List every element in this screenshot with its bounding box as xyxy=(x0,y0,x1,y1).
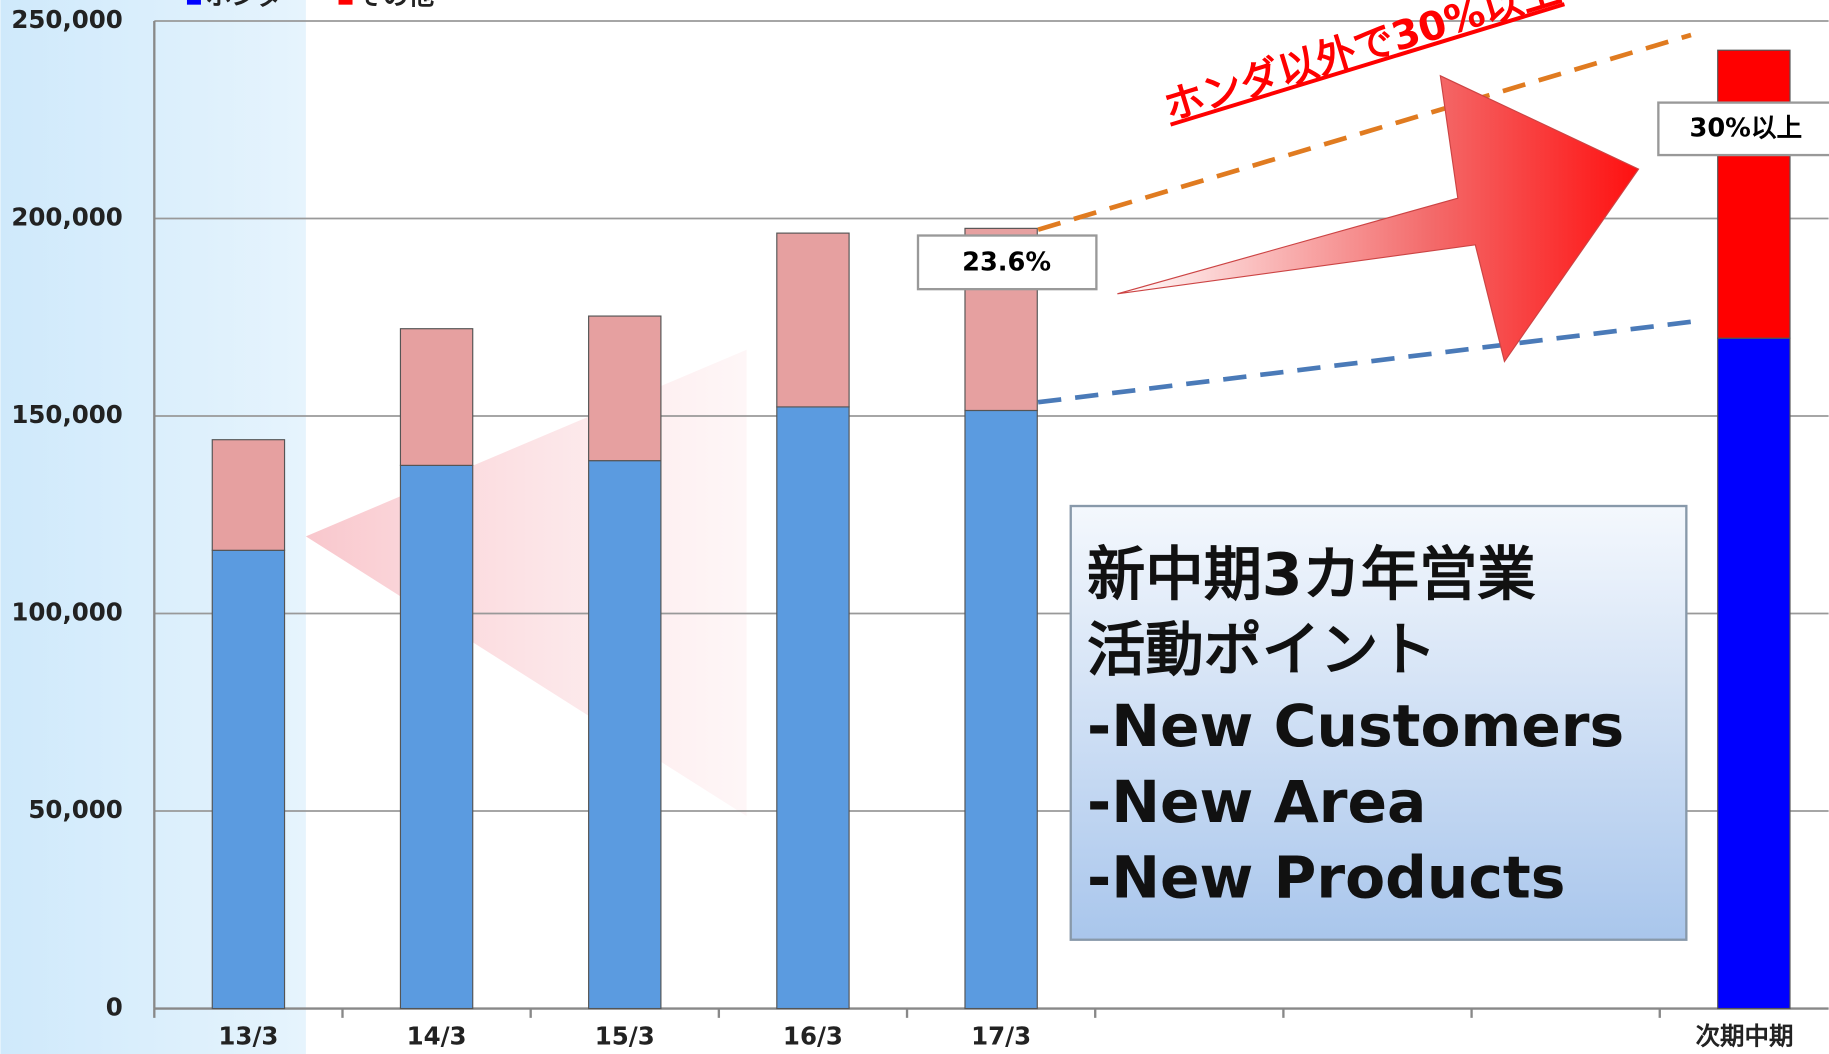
x-tick-label: 次期中期 xyxy=(1696,1022,1794,1051)
bar-segment xyxy=(965,410,1037,1008)
bar-segment xyxy=(777,407,849,1009)
chart: 0 50,000 100,000 150,000 200,000 250,000 13/3 1… xyxy=(0,0,1829,1054)
bar-segment xyxy=(400,465,472,1008)
page: 0 50,000 100,000 150,000 200,000 250,000 13/3 1… xyxy=(0,0,1829,1054)
info-box-line: -New Area xyxy=(1087,768,1426,836)
info-box-line: 新中期3カ年営業 xyxy=(1087,540,1536,608)
y-tick-label: 0 xyxy=(106,993,123,1022)
bar-segment xyxy=(400,329,472,466)
target-label: 30%以上 xyxy=(1689,113,1802,143)
y-tick-label: 200,000 xyxy=(11,202,122,231)
legend-swatch xyxy=(339,0,353,5)
share-label: 23.6% xyxy=(962,248,1051,278)
bar-segment xyxy=(589,316,661,461)
info-box-line: -New Products xyxy=(1087,844,1565,912)
info-box-line: -New Customers xyxy=(1087,692,1624,760)
bar-segment xyxy=(212,550,284,1008)
x-tick-label: 14/3 xyxy=(407,1022,467,1051)
bar-segment xyxy=(589,461,661,1009)
bar-segment xyxy=(212,440,284,551)
info-box-line: 活動ポイント xyxy=(1087,616,1437,684)
bar-segment xyxy=(1718,338,1790,1008)
y-tick-label: 50,000 xyxy=(28,795,122,824)
legend-label: ホンダ xyxy=(206,0,283,12)
x-tick-label: 16/3 xyxy=(783,1022,843,1051)
x-tick-label: 15/3 xyxy=(595,1022,655,1051)
legend-label: その他 xyxy=(357,0,434,12)
legend: ホンダ その他 xyxy=(187,0,435,12)
background-arrow xyxy=(306,350,747,816)
y-tick-label: 150,000 xyxy=(11,400,122,429)
bar-segment xyxy=(777,233,849,407)
trend-line xyxy=(1038,322,1691,402)
x-tick-label: 17/3 xyxy=(971,1022,1031,1051)
y-tick-label: 250,000 xyxy=(11,5,122,34)
bar-segment xyxy=(1718,50,1790,338)
y-tick-label: 100,000 xyxy=(11,598,122,627)
legend-swatch xyxy=(187,0,201,5)
x-tick-label: 13/3 xyxy=(218,1022,278,1051)
